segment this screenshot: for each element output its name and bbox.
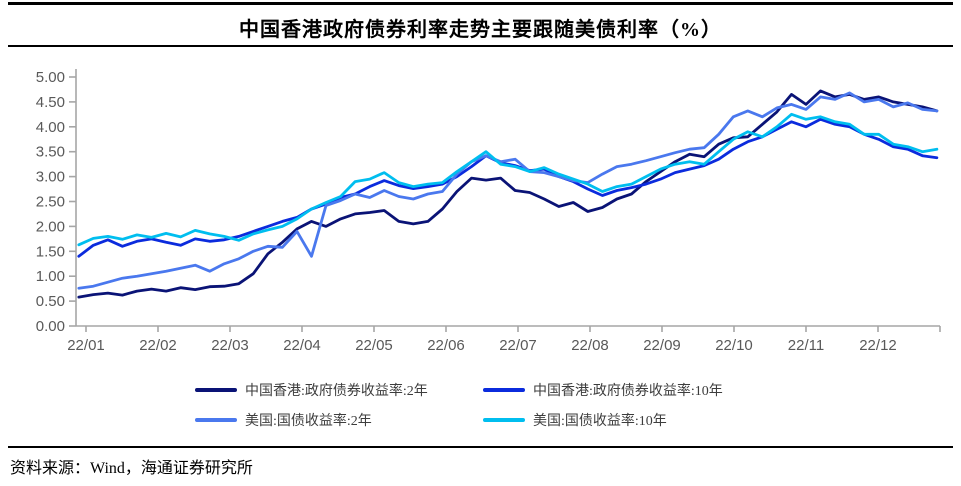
series-line [77, 112, 939, 247]
y-tick-label: 1.50 [36, 243, 65, 260]
legend-item: 美国:国债收益率:10年 [483, 410, 723, 430]
legend-swatch [483, 388, 525, 392]
chart-legend: 中国香港:政府债券收益率:2年 中国香港:政府债券收益率:10年 美国:国债收益率:… [195, 380, 723, 430]
source-divider-rule [8, 446, 953, 448]
x-tick-label: 22/09 [643, 337, 681, 354]
series-line [77, 117, 939, 258]
legend-swatch [195, 418, 237, 422]
y-tick-label: 4.50 [36, 94, 65, 111]
x-tick-label: 22/07 [499, 337, 537, 354]
top-rule [8, 2, 953, 5]
legend-item: 美国:国债收益率:2年 [195, 410, 483, 430]
x-tick-label: 22/02 [139, 337, 177, 354]
y-tick-label: 0.00 [36, 318, 65, 335]
x-tick-label: 22/11 [788, 337, 824, 354]
legend-label: 美国:国债收益率:2年 [245, 414, 372, 429]
x-tick-label: 22/08 [571, 337, 609, 354]
x-tick-label: 22/05 [355, 337, 393, 354]
x-tick-label: 22/03 [211, 337, 249, 354]
y-tick-label: 3.00 [36, 169, 65, 186]
y-tick-label: 3.50 [36, 144, 65, 161]
x-tick-label: 22/01 [67, 337, 105, 354]
y-tick-label: 2.00 [36, 218, 65, 235]
legend-item: 中国香港:政府债券收益率:10年 [483, 380, 723, 400]
chart-title: 中国香港政府债券利率走势主要跟随美债利率（%） [239, 19, 722, 41]
x-tick-label: 22/06 [427, 337, 465, 354]
legend-label: 中国香港:政府债券收益率:10年 [533, 384, 723, 399]
series-line [77, 89, 939, 299]
legend-item: 中国香港:政府债券收益率:2年 [195, 380, 483, 400]
legend-label: 美国:国债收益率:10年 [533, 414, 667, 429]
y-tick-label: 4.00 [36, 119, 65, 136]
y-tick-label: 5.00 [36, 69, 65, 86]
legend-swatch [195, 388, 237, 392]
y-tick-label: 1.00 [36, 268, 65, 285]
legend-label: 中国香港:政府债券收益率:2年 [245, 384, 428, 399]
y-tick-label: 0.50 [36, 293, 65, 310]
line-chart: 0.00 0.50 1.00 1.50 2.00 2.50 3.00 3.50 4.00 4.50… [36, 69, 941, 354]
legend-swatch [483, 418, 525, 422]
x-tick-label: 22/10 [715, 337, 753, 354]
y-tick-label: 2.50 [36, 194, 65, 211]
title-divider-rule [8, 45, 953, 47]
x-tick-label: 22/04 [283, 337, 321, 354]
series-line [77, 91, 939, 290]
source-note: 资料来源：Wind，海通证券研究所 [10, 460, 253, 477]
x-tick-label: 22/12 [859, 337, 897, 354]
